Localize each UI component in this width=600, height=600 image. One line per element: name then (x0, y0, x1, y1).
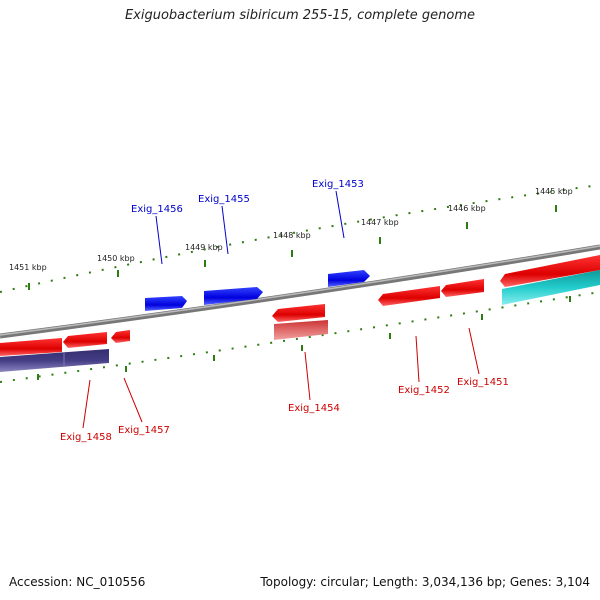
leader-exig-1453 (335, 190, 345, 239)
gene-exig-1455[interactable] (204, 287, 263, 305)
gene-exig-1458[interactable] (0, 338, 62, 356)
feature-cyan[interactable] (502, 270, 600, 305)
kbp-label-1446: 1446 kbp (448, 204, 486, 213)
gene-label-exig-1451[interactable]: Exig_1451 (457, 377, 509, 388)
gene-right-red[interactable] (500, 255, 600, 287)
gene-label-exig-1454[interactable]: Exig_1454 (288, 403, 340, 414)
kbp-label-1447: 1447 kbp (361, 218, 399, 227)
gene-exig-1453[interactable] (328, 270, 370, 287)
leader-exig-1456 (155, 215, 163, 265)
leader-exig-1451 (468, 327, 480, 375)
kbp-label-1445: 1445 kbp (535, 187, 573, 196)
genome-backbone (0, 244, 600, 339)
leader-exig-1457 (123, 377, 143, 423)
gene-exig-1454[interactable] (272, 304, 325, 322)
accession-text: Accession: NC_010556 (9, 575, 146, 589)
kbp-label-1449: 1449 kbp (185, 243, 223, 252)
gene-exig-1457[interactable] (111, 330, 130, 343)
gene-label-exig-1457[interactable]: Exig_1457 (118, 425, 170, 436)
gene-label-exig-1452[interactable]: Exig_1452 (398, 385, 450, 396)
leader-exig-1458 (82, 379, 91, 429)
outer-major-ticks (28, 205, 557, 290)
leader-exig-1454 (304, 351, 311, 401)
gene-label-exig-1453[interactable]: Exig_1453 (312, 179, 364, 190)
kbp-label-1448: 1448 kbp (273, 231, 311, 240)
genome-summary-text: Topology: circular; Length: 3,034,136 bp… (260, 575, 590, 589)
leader-exig-1455 (221, 205, 229, 255)
kbp-label-1451: 1451 kbp (9, 263, 47, 272)
inner-tick-track (0, 291, 600, 383)
gene-label-exig-1456[interactable]: Exig_1456 (131, 204, 183, 215)
page-title: Exiguobacterium sibiricum 255-15, comple… (124, 8, 476, 23)
gene-exig-1452[interactable] (378, 286, 440, 306)
leader-exig-1452 (415, 335, 420, 383)
gene-label-exig-1458[interactable]: Exig_1458 (60, 432, 112, 443)
kbp-label-1450: 1450 kbp (97, 254, 135, 263)
gene-exig-1454-lower[interactable] (274, 320, 328, 340)
gene-exig-1456[interactable] (145, 296, 187, 311)
feature-purple[interactable] (0, 349, 109, 372)
gene-exig-1451[interactable] (441, 279, 484, 297)
gene-label-exig-1455[interactable]: Exig_1455 (198, 194, 250, 205)
inner-major-ticks (37, 296, 571, 380)
gene-exig-1458b[interactable] (63, 332, 107, 348)
